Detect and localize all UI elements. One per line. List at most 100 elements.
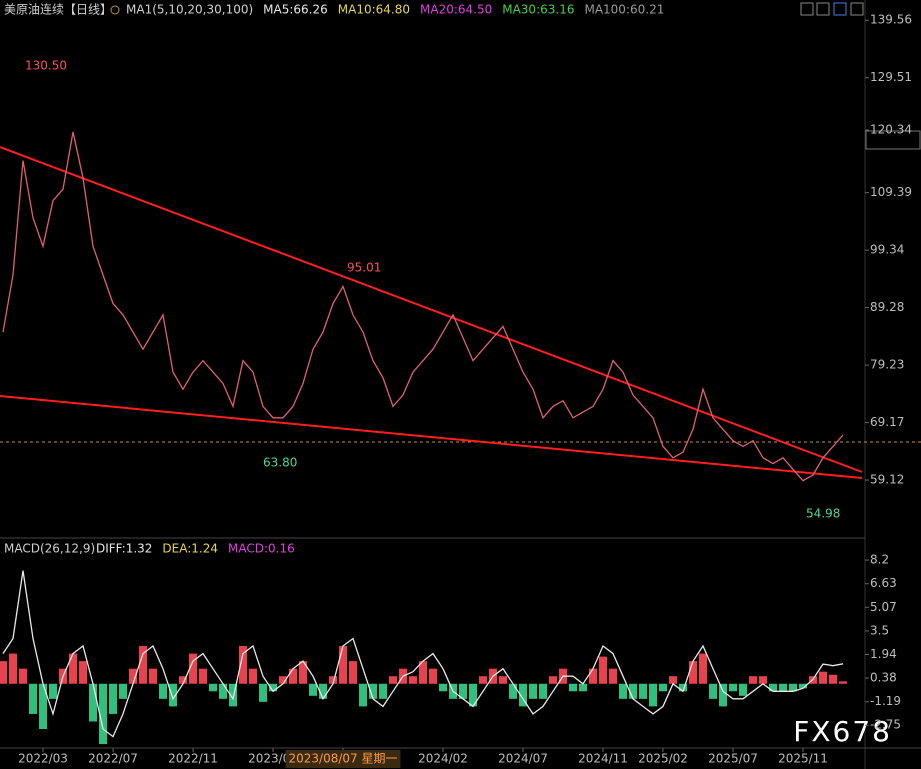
macd-bar xyxy=(539,683,547,699)
macd-bar xyxy=(589,668,597,684)
y-tick-label: 5.07 xyxy=(870,600,897,614)
macd-bar xyxy=(109,683,117,714)
macd-bar xyxy=(629,683,637,699)
legend-entry: DEA:1.24 xyxy=(162,542,218,556)
crosshair-label-bg xyxy=(285,750,401,768)
macd-bar xyxy=(339,646,347,684)
y-tick-label: 69.17 xyxy=(870,415,904,429)
macd-bar xyxy=(129,668,137,684)
tool-icon[interactable] xyxy=(800,2,814,16)
legend-entry: MA20:64.50 xyxy=(420,3,492,17)
trend-line xyxy=(0,146,863,473)
y-tick-label: -1.19 xyxy=(870,694,901,708)
trend-line xyxy=(0,395,863,479)
x-tick-label: 2022/03 xyxy=(18,752,68,766)
macd-bar xyxy=(479,676,487,684)
macd-bar xyxy=(239,646,247,684)
macd-bar xyxy=(569,683,577,692)
x-tick-label: 2024/11 xyxy=(578,752,628,766)
macd-bar xyxy=(689,661,697,684)
macd-bar xyxy=(729,683,737,692)
tool-icon[interactable] xyxy=(833,2,847,16)
macd-bar xyxy=(699,653,707,684)
macd-bar xyxy=(29,683,37,714)
settings-icon[interactable] xyxy=(110,5,120,15)
macd-bar xyxy=(439,683,447,692)
macd-bar xyxy=(19,668,27,684)
x-tick-label: 2023/08/07 星期一 xyxy=(289,752,398,766)
macd-bar xyxy=(789,683,797,692)
x-tick-label: 2022/11 xyxy=(168,752,218,766)
annotation: 63.80 xyxy=(263,456,297,470)
macd-bar xyxy=(69,653,77,684)
y-tick-label: -2.75 xyxy=(870,718,901,732)
macd-bar xyxy=(389,676,397,684)
macd-bar xyxy=(499,676,507,684)
macd-bar xyxy=(0,661,7,684)
x-tick-label: 2025/07 xyxy=(708,752,758,766)
macd-bar xyxy=(419,661,427,684)
legend-entry: MA30:63.16 xyxy=(502,3,574,17)
macd-bar xyxy=(519,683,527,707)
macd-bar xyxy=(429,668,437,684)
macd-bar xyxy=(759,676,767,684)
macd-bar xyxy=(289,668,297,684)
legend-entry: DIFF:1.32 xyxy=(96,542,152,556)
y-tick-label: 3.5 xyxy=(870,623,889,637)
x-tick-label: 2024/07 xyxy=(498,752,548,766)
macd-bar xyxy=(579,683,587,692)
legend-entry: MA1(5,10,20,30,100) xyxy=(126,3,253,17)
macd-bar xyxy=(749,676,757,684)
macd-bar xyxy=(9,653,17,684)
macd-bar xyxy=(609,668,617,684)
macd-bar xyxy=(839,681,847,684)
y-tick-label: 139.56 xyxy=(870,13,912,27)
macd-bar xyxy=(279,676,287,684)
macd-bar xyxy=(269,683,277,692)
macd-bar xyxy=(799,683,807,689)
macd-bar xyxy=(769,683,777,692)
y-tick-label: 59.12 xyxy=(870,473,904,487)
y-tick-label: 79.23 xyxy=(870,358,904,372)
macd-bar xyxy=(309,683,317,696)
macd-bar xyxy=(829,674,837,684)
macd-bar xyxy=(739,683,747,696)
macd-bar xyxy=(179,676,187,684)
legend-entry: MA100:60.21 xyxy=(584,3,664,17)
y-tick-label: 8.2 xyxy=(870,553,889,567)
macd-bar xyxy=(379,683,387,699)
macd-bar xyxy=(139,646,147,684)
y-tick-label: 6.63 xyxy=(870,576,897,590)
tool-icon[interactable] xyxy=(816,2,830,16)
macd-bar xyxy=(329,676,337,684)
legend-entry: MACD:0.16 xyxy=(228,542,295,556)
macd-bar xyxy=(369,683,377,699)
macd-bar xyxy=(39,683,47,730)
macd-bar xyxy=(359,683,367,707)
y-tick-label: 89.28 xyxy=(870,300,904,314)
macd-bar xyxy=(679,683,687,692)
annotation: 95.01 xyxy=(347,261,381,275)
macd-bar xyxy=(149,668,157,684)
y-tick-label: 109.39 xyxy=(870,185,912,199)
macd-bar xyxy=(649,683,657,707)
macd-bar xyxy=(639,683,647,699)
macd-bar xyxy=(599,656,607,684)
macd-bar xyxy=(409,676,417,684)
x-tick-label: 2025/11 xyxy=(778,752,828,766)
macd-bar xyxy=(779,683,787,692)
y-tick-label: 1.94 xyxy=(870,647,897,661)
y-tick-label: 120.34 xyxy=(870,123,912,137)
macd-bar xyxy=(529,683,537,699)
toolbar[interactable] xyxy=(800,2,864,16)
macd-bar xyxy=(219,683,227,699)
macd-bar xyxy=(709,683,717,699)
tool-icon[interactable] xyxy=(850,2,864,16)
macd-bar xyxy=(349,661,357,684)
legend-entry: MA5:66.26 xyxy=(263,3,328,17)
macd-bar xyxy=(209,683,217,692)
macd-bar xyxy=(249,668,257,684)
annotation: 130.50 xyxy=(25,59,67,73)
